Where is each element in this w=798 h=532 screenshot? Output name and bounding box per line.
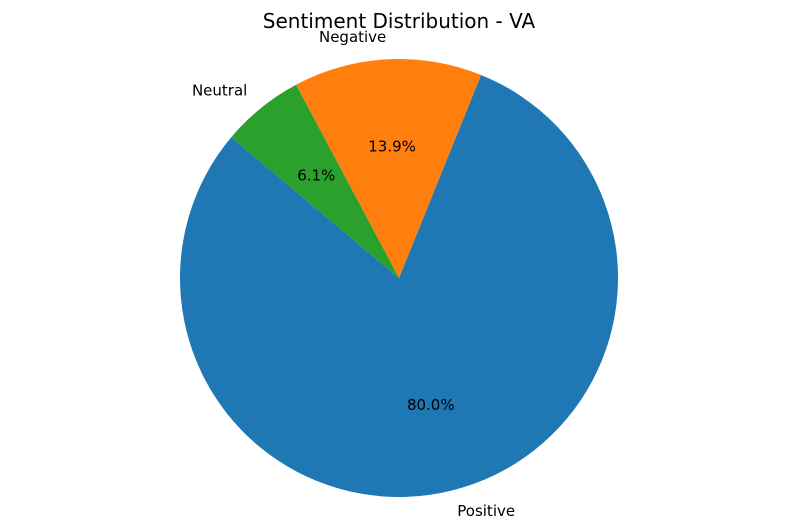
category-label-neutral: Neutral <box>192 81 247 99</box>
pie-slice-neutral <box>231 84 399 279</box>
category-label-negative: Negative <box>319 28 386 46</box>
pie-slice-negative <box>296 59 482 279</box>
category-label-positive: Positive <box>457 502 515 520</box>
percent-label-neutral: 6.1% <box>297 166 335 184</box>
percent-label-positive: 80.0% <box>407 396 455 414</box>
pie-labels: Positive 80.0% Negative 13.9% Neutral 6.1% <box>192 28 515 520</box>
pie-slice-positive <box>180 74 619 498</box>
percent-label-negative: 13.9% <box>368 137 416 155</box>
pie-slices <box>180 59 619 498</box>
chart-title: Sentiment Distribution - VA <box>263 9 536 33</box>
